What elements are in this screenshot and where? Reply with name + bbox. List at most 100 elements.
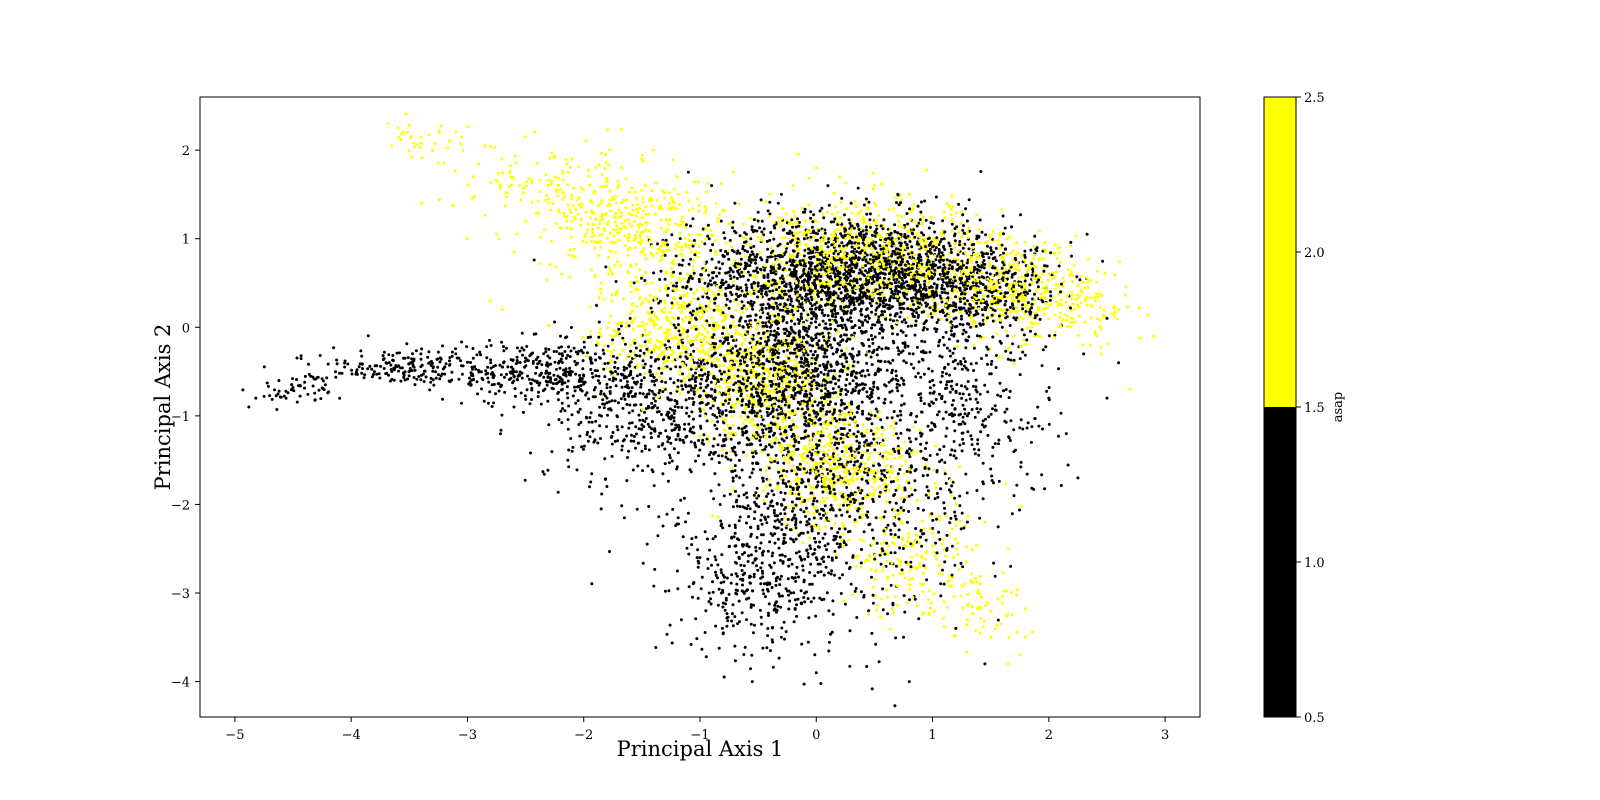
data-point <box>872 171 875 175</box>
data-point <box>700 365 704 369</box>
data-point <box>712 497 716 501</box>
data-point <box>927 402 931 406</box>
data-point <box>784 474 788 478</box>
data-point <box>902 594 906 598</box>
data-point <box>940 542 944 546</box>
data-point <box>660 371 664 375</box>
data-point <box>827 240 830 244</box>
data-point <box>597 296 601 300</box>
data-point <box>568 366 572 370</box>
data-point <box>689 365 693 369</box>
data-point <box>631 376 635 380</box>
data-point <box>861 253 865 257</box>
data-point <box>687 238 691 242</box>
data-point <box>788 359 792 363</box>
data-point <box>689 287 693 291</box>
data-point <box>959 594 963 598</box>
data-point <box>933 497 937 501</box>
data-point <box>599 245 603 249</box>
data-point <box>461 364 465 368</box>
data-point <box>883 531 887 535</box>
data-point <box>663 447 667 451</box>
data-point <box>650 204 654 208</box>
data-point <box>671 303 675 307</box>
data-point <box>605 382 609 386</box>
data-point <box>714 558 718 562</box>
data-point <box>779 635 783 639</box>
data-point <box>902 301 906 305</box>
data-point <box>1093 295 1097 299</box>
data-point <box>1094 280 1098 284</box>
data-point <box>840 432 843 436</box>
data-point <box>942 548 946 552</box>
data-point <box>923 237 927 241</box>
data-point <box>931 298 935 302</box>
data-point <box>576 361 579 365</box>
data-point <box>975 260 979 264</box>
data-point <box>806 407 810 411</box>
data-point <box>822 216 826 220</box>
data-point <box>796 318 800 321</box>
data-point <box>805 359 808 363</box>
data-point <box>838 414 842 418</box>
data-point <box>961 606 965 610</box>
data-point <box>890 389 894 393</box>
data-point <box>635 280 639 283</box>
data-point <box>825 548 828 552</box>
data-point <box>942 616 946 620</box>
data-point <box>564 374 568 378</box>
data-point <box>534 332 538 336</box>
data-point <box>749 532 753 536</box>
data-point <box>961 323 965 327</box>
data-point <box>622 339 626 343</box>
data-point <box>1031 257 1035 261</box>
data-point <box>911 352 915 356</box>
data-point <box>832 467 836 471</box>
data-point <box>805 461 809 465</box>
data-point <box>749 667 752 671</box>
data-point <box>703 352 707 356</box>
data-point <box>612 348 616 352</box>
data-point <box>736 622 740 626</box>
data-point <box>859 590 863 594</box>
data-point <box>538 190 542 193</box>
data-point <box>1124 293 1128 297</box>
data-point <box>879 542 883 546</box>
data-point <box>771 504 775 508</box>
data-point <box>620 504 624 508</box>
data-point <box>963 299 967 303</box>
data-point <box>843 415 847 419</box>
data-point <box>943 469 946 473</box>
data-point <box>814 306 818 310</box>
data-point <box>403 370 407 374</box>
data-point <box>489 366 493 370</box>
data-point <box>334 370 337 374</box>
data-point <box>827 448 831 452</box>
data-point <box>552 373 556 377</box>
data-point <box>275 408 279 411</box>
data-point <box>767 423 770 427</box>
data-point <box>878 262 882 266</box>
data-point <box>889 424 893 428</box>
data-point <box>923 199 927 203</box>
data-point <box>1018 653 1022 657</box>
data-point <box>880 478 884 482</box>
data-point <box>960 317 963 321</box>
data-point <box>750 304 754 308</box>
data-point <box>834 249 838 253</box>
data-point <box>813 421 817 425</box>
data-point <box>589 335 592 339</box>
data-point <box>570 254 574 258</box>
data-point <box>666 293 670 297</box>
data-point <box>692 291 695 295</box>
data-point <box>1059 411 1063 415</box>
data-point <box>523 478 527 482</box>
data-point <box>900 198 904 202</box>
data-point <box>768 212 772 216</box>
data-point <box>969 325 973 329</box>
data-point <box>605 425 609 429</box>
data-point <box>972 253 976 256</box>
data-point <box>432 383 436 387</box>
data-point <box>746 347 750 350</box>
data-point <box>862 344 865 347</box>
